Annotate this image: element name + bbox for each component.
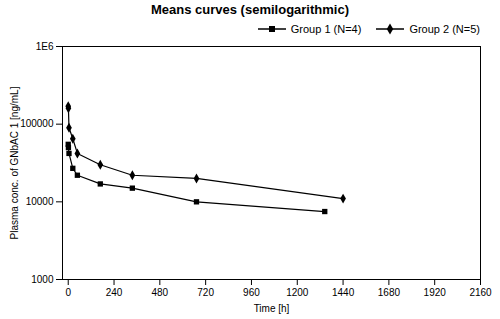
svg-text:1440: 1440 bbox=[332, 287, 355, 298]
svg-text:480: 480 bbox=[151, 287, 168, 298]
html-text:Group 2 (N=5): Group 2 (N=5) bbox=[409, 23, 480, 35]
svg-text:Time [h]: Time [h] bbox=[254, 303, 290, 314]
svg-text:10000: 10000 bbox=[26, 196, 54, 207]
svg-text:0: 0 bbox=[65, 287, 71, 298]
svg-text:2160: 2160 bbox=[469, 287, 492, 298]
svg-text:720: 720 bbox=[197, 287, 214, 298]
svg-text:100000: 100000 bbox=[20, 118, 54, 129]
svg-text:240: 240 bbox=[106, 287, 123, 298]
svg-text:1680: 1680 bbox=[378, 287, 401, 298]
html-text:Means curves (semilogarithmic): Means curves (semilogarithmic) bbox=[151, 2, 349, 17]
html-text:Group 1 (N=4): Group 1 (N=4) bbox=[290, 23, 362, 35]
svg-text:1E6: 1E6 bbox=[36, 41, 54, 52]
svg-text:960: 960 bbox=[243, 287, 260, 298]
svg-text:1000: 1000 bbox=[31, 274, 54, 285]
svg-text:Plasma conc. of GNbAC 1 [ng/mL: Plasma conc. of GNbAC 1 [ng/mL] bbox=[9, 86, 20, 239]
svg-text:1200: 1200 bbox=[286, 287, 309, 298]
svg-text:1920: 1920 bbox=[424, 287, 447, 298]
